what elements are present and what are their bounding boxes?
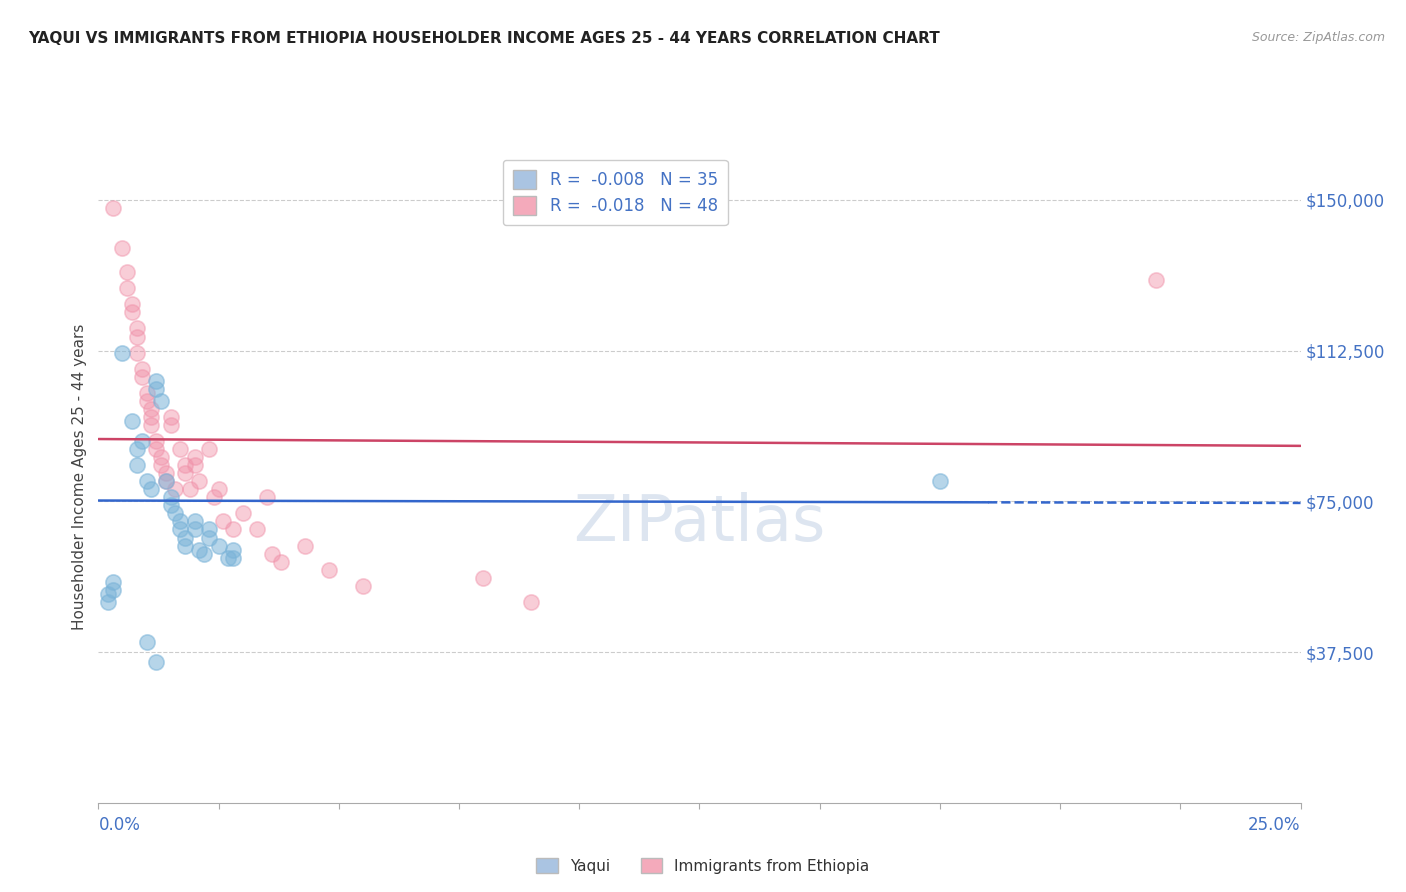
Point <box>174 458 197 472</box>
Point <box>188 542 211 557</box>
Text: 0.0%: 0.0% <box>98 816 141 834</box>
Point <box>145 655 167 669</box>
Point <box>125 458 148 472</box>
Point <box>149 458 172 472</box>
Text: ZIPatlas: ZIPatlas <box>574 491 825 554</box>
Point <box>97 587 120 601</box>
Legend: Yaqui, Immigrants from Ethiopia: Yaqui, Immigrants from Ethiopia <box>530 852 876 880</box>
Point <box>1144 273 1167 287</box>
Point <box>117 281 139 295</box>
Legend: R =  -0.008   N = 35, R =  -0.018   N = 48: R = -0.008 N = 35, R = -0.018 N = 48 <box>503 160 728 225</box>
Point <box>125 321 148 335</box>
Point <box>260 547 283 561</box>
Point <box>169 442 191 456</box>
Point <box>155 475 177 489</box>
Point <box>169 515 191 529</box>
Point <box>174 466 197 480</box>
Point <box>318 563 340 577</box>
Point <box>183 450 205 464</box>
Point <box>101 201 124 215</box>
Point <box>131 369 153 384</box>
Point <box>222 542 245 557</box>
Point <box>145 382 167 396</box>
Point <box>111 241 134 255</box>
Y-axis label: Householder Income Ages 25 - 44 years: Householder Income Ages 25 - 44 years <box>72 324 87 631</box>
Point <box>246 523 269 537</box>
Point <box>111 345 134 359</box>
Point <box>193 547 215 561</box>
Point <box>232 507 254 521</box>
Point <box>125 442 148 456</box>
Point <box>149 450 172 464</box>
Point <box>928 475 950 489</box>
Point <box>135 393 157 408</box>
Point <box>165 483 187 497</box>
Point <box>212 515 235 529</box>
Point <box>472 571 495 585</box>
Point <box>159 409 181 424</box>
Point <box>155 475 177 489</box>
Point <box>198 442 221 456</box>
Point <box>198 531 221 545</box>
Point <box>121 305 143 319</box>
Point <box>149 393 172 408</box>
Point <box>208 483 231 497</box>
Point <box>125 345 148 359</box>
Text: 25.0%: 25.0% <box>1249 816 1301 834</box>
Point <box>131 434 153 448</box>
Point <box>125 329 148 343</box>
Point <box>159 499 181 513</box>
Point <box>256 491 278 505</box>
Point <box>121 297 143 311</box>
Point <box>174 539 197 553</box>
Text: Source: ZipAtlas.com: Source: ZipAtlas.com <box>1251 31 1385 45</box>
Point <box>117 265 139 279</box>
Point <box>183 515 205 529</box>
Point <box>270 555 292 569</box>
Point <box>294 539 316 553</box>
Point <box>101 582 124 597</box>
Point <box>101 574 124 589</box>
Point <box>169 523 191 537</box>
Point <box>198 523 221 537</box>
Point <box>121 414 143 428</box>
Point <box>222 523 245 537</box>
Point <box>141 401 163 416</box>
Point <box>183 458 205 472</box>
Point <box>188 475 211 489</box>
Point <box>155 466 177 480</box>
Point <box>159 491 181 505</box>
Point <box>131 361 153 376</box>
Point <box>208 539 231 553</box>
Point <box>520 595 543 609</box>
Point <box>352 579 374 593</box>
Point <box>183 523 205 537</box>
Point <box>145 442 167 456</box>
Text: YAQUI VS IMMIGRANTS FROM ETHIOPIA HOUSEHOLDER INCOME AGES 25 - 44 YEARS CORRELAT: YAQUI VS IMMIGRANTS FROM ETHIOPIA HOUSEH… <box>28 31 939 46</box>
Point <box>135 635 157 649</box>
Point <box>165 507 187 521</box>
Point <box>135 475 157 489</box>
Point <box>141 417 163 432</box>
Point <box>159 417 181 432</box>
Point <box>222 550 245 565</box>
Point <box>97 595 120 609</box>
Point <box>174 531 197 545</box>
Point <box>135 385 157 400</box>
Point <box>141 409 163 424</box>
Point <box>141 483 163 497</box>
Point <box>145 434 167 448</box>
Point <box>179 483 201 497</box>
Point <box>145 374 167 388</box>
Point <box>217 550 239 565</box>
Point <box>202 491 225 505</box>
